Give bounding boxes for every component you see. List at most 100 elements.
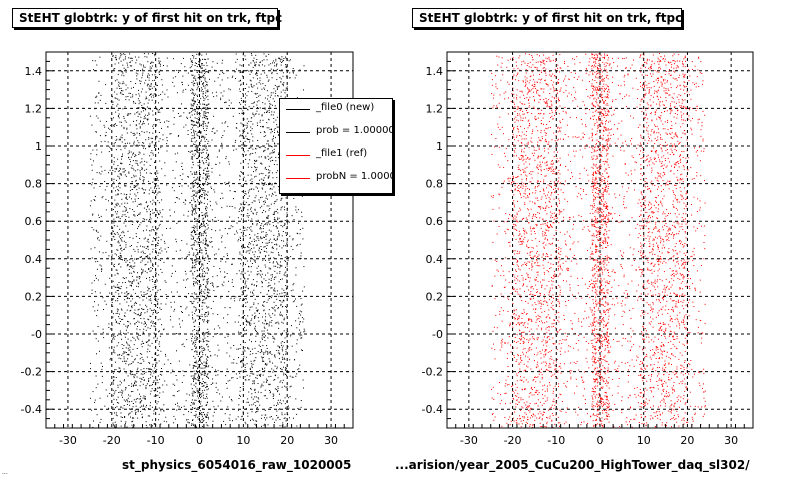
left-point — [277, 390, 279, 392]
left-point — [265, 174, 267, 176]
left-point — [152, 370, 154, 372]
left-point — [128, 293, 130, 295]
left-point — [259, 147, 261, 149]
left-point — [193, 171, 195, 173]
left-point — [202, 103, 204, 105]
left-point — [221, 396, 223, 398]
left-point — [245, 135, 247, 137]
left-point — [175, 238, 177, 240]
left-point — [195, 416, 197, 418]
left-point — [246, 324, 247, 326]
left-point — [126, 128, 128, 130]
left-point — [236, 58, 238, 60]
left-point — [201, 345, 203, 347]
left-point — [181, 320, 183, 322]
left-point — [212, 128, 213, 130]
left-point — [186, 255, 188, 257]
left-point — [191, 235, 193, 237]
left-point — [261, 383, 263, 385]
left-point — [207, 176, 208, 178]
left-point — [194, 310, 196, 312]
left-point — [278, 350, 280, 352]
left-point — [266, 110, 268, 112]
left-point — [261, 286, 263, 288]
left-point — [191, 402, 193, 403]
left-point — [149, 315, 151, 317]
left-point — [118, 402, 120, 404]
left-point — [166, 137, 168, 139]
left-point — [265, 232, 267, 234]
left-point — [187, 134, 189, 135]
left-point — [198, 318, 200, 320]
left-point — [208, 72, 210, 74]
left-point — [136, 336, 138, 338]
left-point — [198, 170, 200, 172]
left-point — [95, 261, 97, 263]
left-point — [260, 392, 262, 394]
left-point — [285, 56, 286, 58]
left-point — [157, 387, 159, 389]
left-point — [265, 335, 266, 337]
left-point — [202, 184, 204, 186]
left-point — [190, 128, 192, 130]
left-point — [137, 411, 139, 413]
left-point — [126, 265, 128, 267]
left-point — [270, 351, 271, 353]
left-point — [132, 348, 134, 350]
left-point — [246, 138, 248, 140]
left-point — [295, 267, 297, 269]
left-point — [229, 190, 231, 192]
left-point — [286, 212, 288, 214]
left-point — [203, 224, 205, 226]
left-point — [284, 220, 286, 221]
left-point — [166, 384, 168, 386]
left-point — [262, 259, 264, 261]
left-point — [118, 216, 120, 218]
left-point — [92, 149, 94, 151]
left-point — [150, 158, 152, 160]
left-point — [104, 189, 106, 191]
left-point — [259, 251, 261, 253]
left-point — [115, 190, 116, 192]
left-point — [205, 80, 207, 82]
left-point — [206, 250, 207, 252]
left-point — [234, 233, 236, 235]
left-point — [195, 125, 197, 126]
left-point — [263, 323, 265, 325]
left-point — [118, 316, 120, 318]
left-point — [251, 365, 253, 367]
left-point — [201, 268, 203, 270]
left-point — [92, 306, 94, 308]
left-point — [118, 313, 120, 315]
left-point — [241, 332, 242, 334]
left-point — [284, 385, 286, 387]
left-point — [206, 374, 208, 376]
left-point — [227, 380, 229, 382]
left-point — [270, 145, 272, 147]
left-point — [213, 290, 215, 291]
left-point — [130, 167, 132, 169]
left-point — [248, 379, 250, 380]
left-point — [266, 247, 267, 249]
left-point — [268, 309, 270, 311]
left-point — [158, 132, 160, 133]
left-point — [201, 350, 203, 352]
left-point — [185, 296, 187, 298]
left-point — [148, 77, 150, 79]
left-point — [277, 262, 278, 264]
left-point — [245, 193, 247, 195]
left-point — [253, 188, 255, 190]
left-point — [235, 418, 237, 420]
left-point — [278, 154, 279, 156]
left-point — [280, 207, 282, 209]
left-point — [150, 267, 152, 269]
left-point — [153, 359, 155, 361]
left-point — [141, 346, 143, 348]
left-point — [198, 54, 200, 56]
left-point — [239, 228, 241, 230]
left-point — [192, 80, 194, 82]
left-point — [91, 227, 93, 228]
left-point — [106, 185, 108, 187]
left-point — [244, 369, 246, 371]
left-point — [196, 338, 198, 340]
